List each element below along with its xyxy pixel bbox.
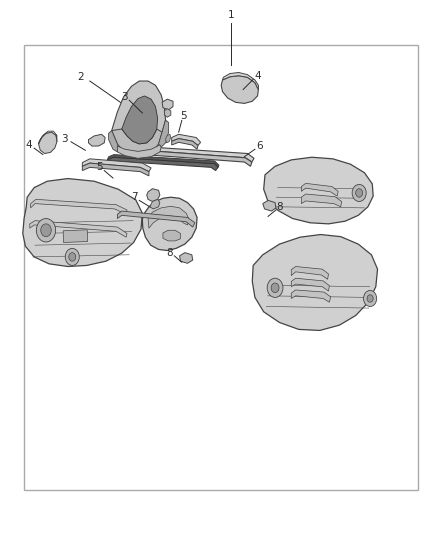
Polygon shape (163, 230, 180, 241)
Polygon shape (148, 206, 189, 228)
Circle shape (367, 295, 373, 302)
Polygon shape (112, 129, 162, 158)
Circle shape (267, 278, 283, 297)
Circle shape (36, 219, 56, 242)
Polygon shape (23, 179, 142, 266)
Bar (24, 45, 418, 490)
Polygon shape (107, 155, 219, 167)
Polygon shape (107, 157, 218, 171)
Polygon shape (150, 199, 160, 209)
Polygon shape (112, 81, 166, 149)
Polygon shape (82, 163, 149, 176)
Polygon shape (142, 197, 197, 251)
Circle shape (271, 283, 279, 293)
Polygon shape (291, 278, 329, 291)
Bar (63, 230, 88, 243)
Polygon shape (252, 235, 378, 330)
Polygon shape (162, 99, 173, 110)
Polygon shape (180, 253, 193, 263)
Text: 8: 8 (276, 202, 283, 212)
Text: 2: 2 (78, 72, 85, 82)
Text: 1: 1 (227, 10, 234, 20)
Text: 8: 8 (166, 248, 173, 258)
Text: 4: 4 (25, 140, 32, 150)
Polygon shape (82, 159, 151, 172)
Text: 5: 5 (96, 163, 103, 172)
Polygon shape (301, 183, 338, 196)
Circle shape (69, 253, 76, 261)
Polygon shape (301, 194, 342, 207)
Polygon shape (30, 221, 127, 237)
Circle shape (356, 189, 363, 197)
Polygon shape (88, 134, 105, 146)
Polygon shape (291, 290, 331, 302)
Polygon shape (172, 134, 201, 146)
Polygon shape (117, 211, 195, 227)
Polygon shape (109, 131, 119, 152)
Polygon shape (122, 96, 158, 144)
Polygon shape (39, 132, 57, 154)
Text: 7: 7 (131, 192, 138, 202)
Polygon shape (145, 151, 252, 166)
Polygon shape (147, 189, 160, 201)
Circle shape (352, 184, 366, 201)
Polygon shape (164, 109, 171, 117)
Polygon shape (172, 139, 198, 149)
Polygon shape (223, 72, 258, 90)
Polygon shape (39, 131, 57, 144)
Circle shape (364, 290, 377, 306)
Text: 5: 5 (180, 111, 187, 121)
Polygon shape (31, 199, 127, 214)
Polygon shape (264, 157, 373, 224)
Polygon shape (166, 134, 171, 143)
Text: 6: 6 (256, 141, 263, 151)
Polygon shape (159, 120, 169, 147)
Polygon shape (221, 76, 258, 103)
Circle shape (65, 248, 79, 265)
Text: 3: 3 (121, 92, 128, 102)
Polygon shape (263, 200, 276, 211)
Polygon shape (145, 147, 254, 162)
Circle shape (41, 224, 51, 237)
Polygon shape (291, 266, 328, 279)
Text: 4: 4 (254, 71, 261, 80)
Polygon shape (117, 145, 161, 158)
Text: 3: 3 (61, 134, 68, 143)
